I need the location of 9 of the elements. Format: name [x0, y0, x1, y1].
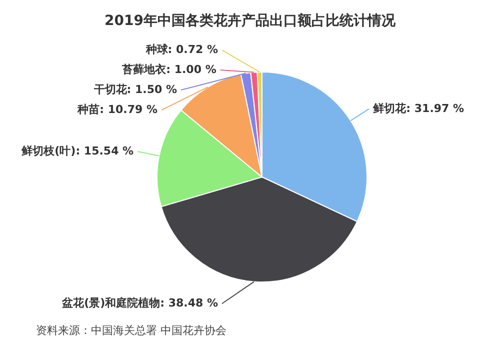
slice-label: 盆花(景)和庭院植物: 38.48 % [61, 296, 218, 310]
text: 资料来源：中国海关总署 中国花卉协会 [36, 324, 226, 337]
chart-title: 2019年中国各类花卉产品出口额占比统计情况 [104, 12, 396, 29]
slice-label: 苔藓地衣: 1.00 % [121, 63, 216, 76]
slice-label: 鲜切花: 31.97 % [372, 102, 464, 115]
slice-label: 鲜切枝(叶): 15.54 % [20, 144, 134, 158]
slice-label: 种苗: 10.79 % [76, 103, 158, 116]
slice-label: 干切花: 1.50 % [92, 83, 178, 96]
slice-label: 种球: 0.72 % [144, 43, 218, 56]
